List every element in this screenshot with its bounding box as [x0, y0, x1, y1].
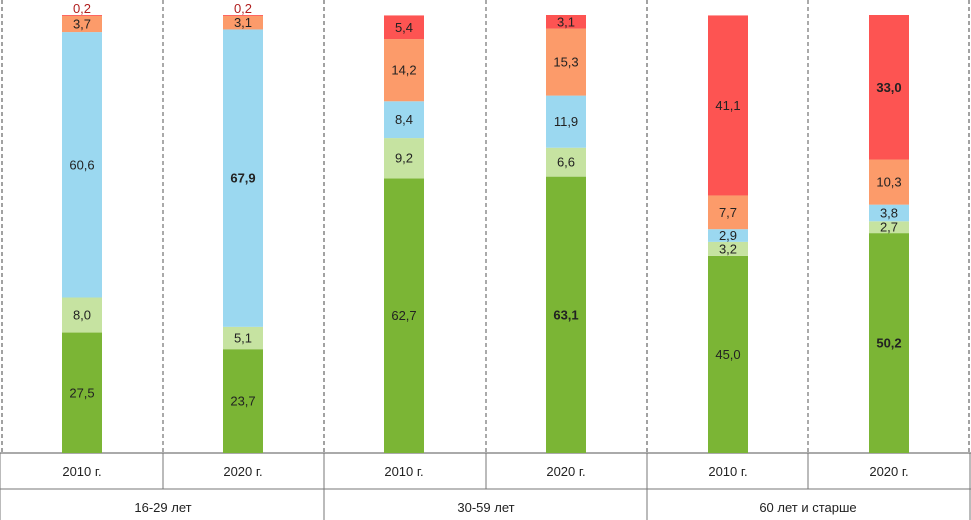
data-label: 62,7: [391, 308, 416, 323]
data-label: 27,5: [69, 385, 94, 400]
data-label: 60,6: [69, 157, 94, 172]
data-label: 15,3: [553, 55, 578, 70]
data-label: 7,7: [719, 205, 737, 220]
group-label: 16-29 лет: [134, 500, 191, 515]
bar-segment: [708, 229, 748, 242]
data-label: 11,9: [554, 114, 578, 129]
data-label: 3,1: [234, 15, 252, 30]
bar-segment: [708, 241, 748, 256]
bar-segment: [62, 32, 102, 298]
category-label: 2010 г.: [62, 464, 101, 479]
data-label: 33,0: [876, 80, 901, 95]
bar-segment: [384, 138, 424, 179]
category-label: 2020 г.: [223, 464, 262, 479]
bar-segment: [223, 349, 263, 453]
data-label: 5,1: [234, 331, 252, 346]
bar-segment: [869, 233, 909, 453]
data-label: 0,2: [73, 1, 91, 16]
bar-segment: [546, 176, 586, 453]
bar-segment: [869, 204, 909, 222]
data-label: 14,2: [391, 63, 416, 78]
data-label: 2,7: [880, 220, 898, 235]
bar-segment: [546, 95, 586, 148]
bar-segment: [708, 15, 748, 196]
data-label: 23,7: [230, 394, 255, 409]
bar-segment: [546, 15, 586, 29]
bar-segment: [384, 178, 424, 453]
bar-segment: [223, 15, 263, 30]
bar-segment: [708, 195, 748, 230]
data-label: 10,3: [876, 175, 901, 190]
bar-layer: [62, 15, 909, 453]
data-label: 0,2: [234, 1, 252, 16]
bar-segment: [223, 29, 263, 327]
bar-segment: [62, 297, 102, 333]
data-label: 9,2: [395, 151, 413, 166]
data-label: 8,0: [73, 308, 91, 323]
data-label: 3,7: [73, 16, 91, 31]
bar-segment: [384, 39, 424, 102]
data-label-layer: 27,58,060,63,70,223,75,167,93,10,262,79,…: [69, 1, 901, 409]
data-label: 5,4: [395, 20, 413, 35]
data-label: 3,8: [880, 205, 898, 220]
bar-segment: [223, 326, 263, 350]
category-label: 2020 г.: [869, 464, 908, 479]
category-label: 2020 г.: [546, 464, 585, 479]
data-label: 6,6: [557, 155, 575, 170]
data-label: 2,9: [719, 228, 737, 243]
bar-segment: [546, 28, 586, 96]
data-label: 3,1: [557, 14, 575, 29]
bar-segment: [62, 15, 102, 33]
bar-segment: [708, 255, 748, 453]
bar-segment: [384, 15, 424, 40]
bar-segment: [546, 147, 586, 177]
category-label: 2010 г.: [384, 464, 423, 479]
group-label: 60 лет и старше: [759, 500, 856, 515]
data-label: 41,1: [715, 98, 740, 113]
data-label: 3,2: [719, 241, 737, 256]
group-label: 30-59 лет: [457, 500, 514, 515]
bar-segment: [869, 221, 909, 234]
bar-segment: [384, 101, 424, 139]
bar-segment: [869, 15, 909, 160]
category-label: 2010 г.: [708, 464, 747, 479]
data-label: 8,4: [395, 112, 413, 127]
bar-segment: [869, 159, 909, 205]
data-label: 50,2: [876, 336, 901, 351]
category-axis: 2010 г. 2020 г. 2010 г. 2020 г. 2010 г. …: [62, 464, 908, 515]
data-label: 63,1: [553, 307, 578, 322]
bar-segment: [62, 15, 102, 16]
data-label: 67,9: [230, 171, 255, 186]
bar-segment: [62, 332, 102, 453]
data-label: 45,0: [715, 347, 740, 362]
bar-segment: [223, 15, 263, 16]
